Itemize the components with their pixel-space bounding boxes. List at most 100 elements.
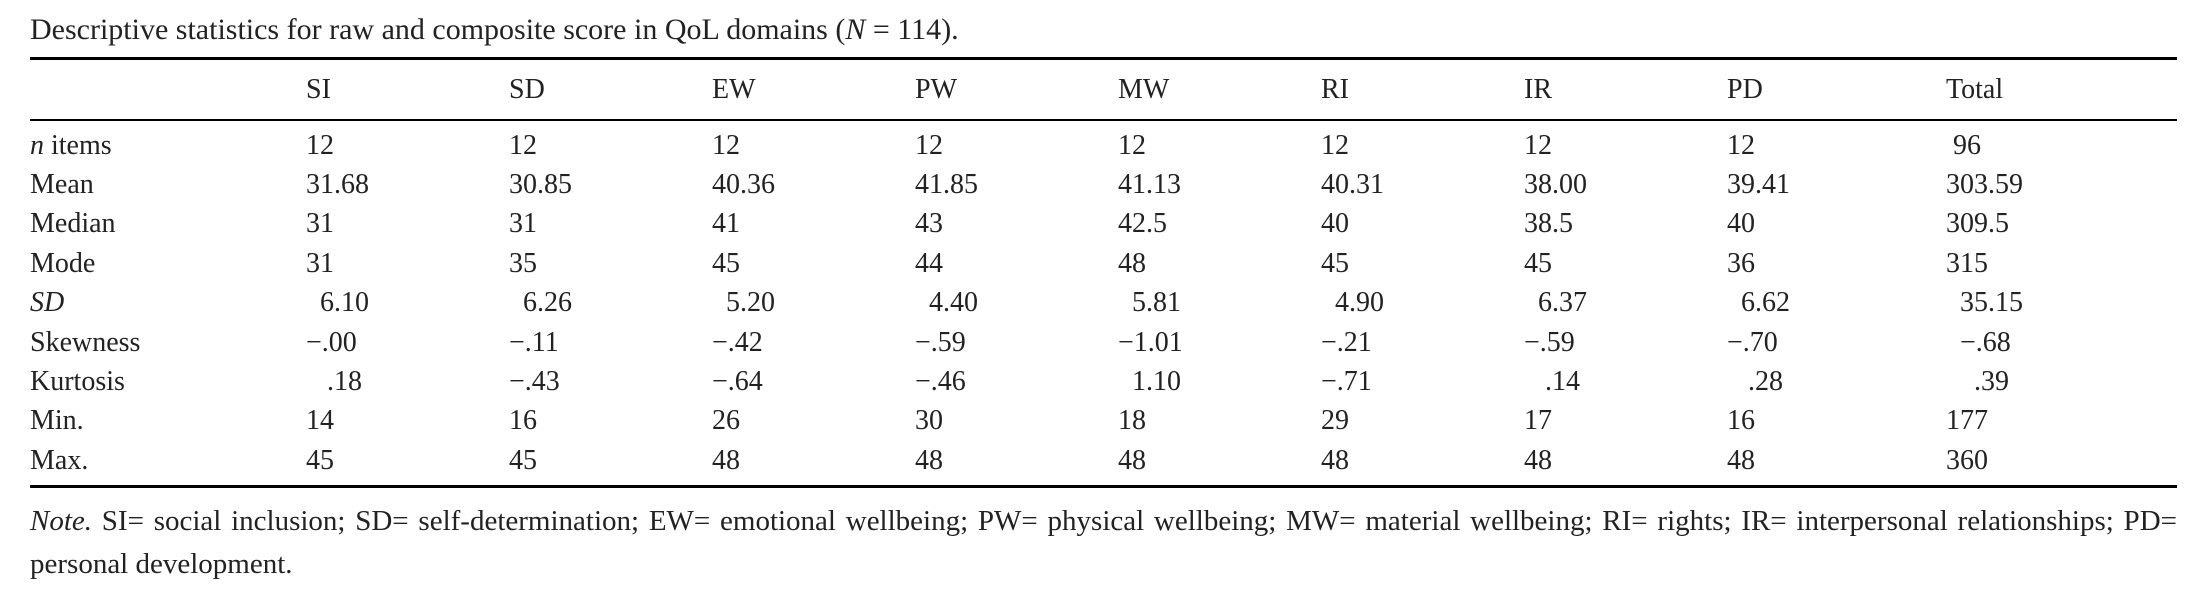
table-cell: 43	[915, 208, 943, 240]
column-header-sd: SD	[509, 74, 545, 105]
table-cell: 12	[1321, 129, 1349, 161]
table-row: n items 12 12 12 12 12 12 12 12 96	[30, 126, 2177, 165]
table-cell: 45	[712, 247, 740, 279]
caption-prefix: Descriptive statistics for raw and compo…	[30, 13, 846, 46]
table-header-row: SI SD EW PW MW RI IR PD Total	[30, 60, 2177, 120]
table-cell: 12	[915, 129, 943, 161]
table-cell: 45	[1321, 247, 1349, 279]
table-cell: 309.5	[1946, 208, 2009, 240]
row-label-text: Kurtosis	[30, 366, 125, 398]
table-cell: 303.59	[1946, 169, 2023, 201]
column-header-total: Total	[1946, 74, 2004, 105]
table-cell: 4.90	[1321, 287, 1384, 319]
table-cell: 45	[509, 444, 537, 476]
table-cell: −.59	[1524, 326, 1575, 358]
column-header-pw: PW	[915, 74, 957, 105]
row-label: Kurtosis	[30, 362, 306, 401]
column-header-row-label	[30, 60, 306, 120]
table-cell: 1.10	[1118, 366, 1181, 398]
table-row: Mean 31.68 30.85 40.36 41.85 41.13 40.31 38.00 3…	[30, 165, 2177, 204]
descriptive-statistics-table: SI SD EW PW MW RI IR PD Total n items 12 12 12 12 12 1…	[30, 0, 2177, 481]
table-cell: −.42	[712, 326, 763, 358]
column-header-mw: MW	[1118, 74, 1170, 105]
table-row: Mode 31 35 45 44 48 45 45 36 315	[30, 244, 2177, 283]
table-cell: −1.01	[1118, 326, 1183, 358]
table-cell: 31	[306, 208, 334, 240]
table-cell: 40.31	[1321, 169, 1384, 201]
table-caption: Descriptive statistics for raw and compo…	[30, 8, 959, 52]
table-body: n items 12 12 12 12 12 12 12 12 96 Mean 31.68 30.85…	[30, 120, 2177, 481]
table-cell: 16	[509, 405, 537, 437]
table-cell: −.68	[1946, 326, 2011, 358]
table-cell: 41	[712, 208, 740, 240]
table-row: Max. 45 45 48 48 48 48 48 48 360	[30, 441, 2177, 480]
table-cell: −.71	[1321, 366, 1372, 398]
row-label: Mode	[30, 244, 306, 283]
table-cell: −.43	[509, 366, 560, 398]
table-cell: −.64	[712, 366, 763, 398]
row-label: SD	[30, 284, 306, 323]
table-cell: −.59	[915, 326, 966, 358]
table-cell: −.70	[1727, 326, 1778, 358]
table-cell: 6.10	[306, 287, 369, 319]
table-bottom-rule	[30, 485, 2177, 488]
table-cell: .39	[1946, 366, 2009, 398]
table-cell: 18	[1118, 405, 1146, 437]
table-cell: 48	[1727, 444, 1755, 476]
table-cell: 31.68	[306, 169, 369, 201]
table-cell: −.46	[915, 366, 966, 398]
table-cell: 38.5	[1524, 208, 1573, 240]
note-label: Note.	[30, 505, 93, 537]
table-cell: 40	[1727, 208, 1755, 240]
row-label: Min.	[30, 402, 306, 441]
row-label: n items	[30, 126, 306, 165]
column-header-ir: IR	[1524, 74, 1552, 105]
table-row: Kurtosis .18 −.43 −.64 −.46 1.10 −.71 .14 .2…	[30, 362, 2177, 401]
table-cell: 35	[509, 247, 537, 279]
table-cell: 48	[1118, 247, 1146, 279]
table-header-rule	[30, 119, 2177, 121]
row-label-italic: n	[30, 129, 44, 161]
row-label-text: Mode	[30, 247, 96, 279]
table-cell: 12	[712, 129, 740, 161]
table-cell: 5.20	[712, 287, 775, 319]
table-cell: 39.41	[1727, 169, 1790, 201]
table-cell: −.21	[1321, 326, 1372, 358]
table-cell: 36	[1727, 247, 1755, 279]
table-cell: 48	[1118, 444, 1146, 476]
table-cell: 30	[915, 405, 943, 437]
table-cell: 45	[1524, 247, 1552, 279]
table-cell: 26	[712, 405, 740, 437]
table-cell: 44	[915, 247, 943, 279]
row-label: Median	[30, 205, 306, 244]
table-cell: 41.85	[915, 169, 978, 201]
table-top-rule	[30, 57, 2177, 60]
table-cell: 4.40	[915, 287, 978, 319]
table-cell: 6.62	[1727, 287, 1790, 319]
caption-suffix: ).	[941, 13, 959, 46]
table-cell: 360	[1946, 444, 1988, 476]
table-cell: 12	[509, 129, 537, 161]
table-cell: 12	[306, 129, 334, 161]
row-label: Mean	[30, 165, 306, 204]
table-cell: 41.13	[1118, 169, 1181, 201]
table-cell: 48	[712, 444, 740, 476]
table-cell: 48	[1524, 444, 1552, 476]
table-cell: 12	[1727, 129, 1755, 161]
table-cell: .14	[1524, 366, 1580, 398]
column-header-ew: EW	[712, 74, 756, 105]
table-cell: 96	[1946, 129, 1981, 161]
row-label-text: Min.	[30, 405, 84, 437]
column-header-ri: RI	[1321, 74, 1349, 105]
table-cell: 40	[1321, 208, 1349, 240]
row-label-text: Max.	[30, 444, 89, 476]
table-cell: 30.85	[509, 169, 572, 201]
row-label-text: Skewness	[30, 326, 141, 358]
row-label: Skewness	[30, 323, 306, 362]
table-cell: −.00	[306, 326, 357, 358]
table-row: Skewness −.00 −.11 −.42 −.59 −1.01 −.21 −.59 −.7…	[30, 323, 2177, 362]
table-cell: 6.37	[1524, 287, 1587, 319]
table-cell: 48	[915, 444, 943, 476]
table-cell: 12	[1524, 129, 1552, 161]
table-row: Min. 14 16 26 30 18 29 17 16 177	[30, 402, 2177, 441]
